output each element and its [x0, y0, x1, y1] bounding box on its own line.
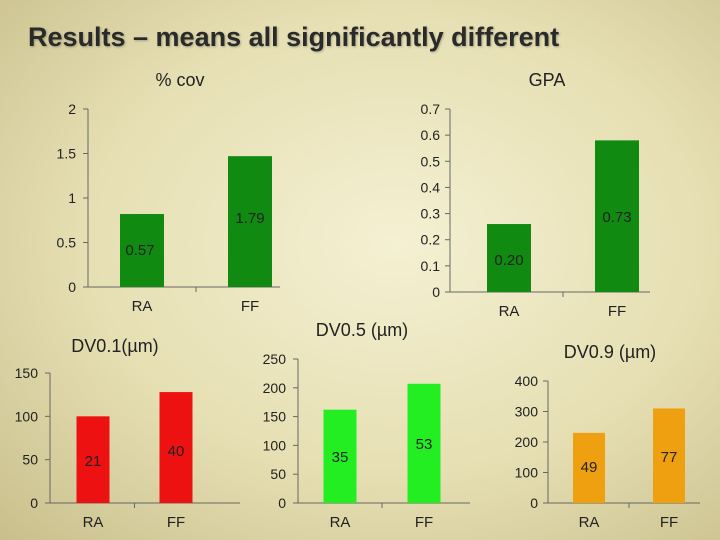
- y-tick-label-dv01: 100: [15, 408, 39, 424]
- category-label-gpa: RA: [499, 303, 520, 320]
- y-tick-label-gpa: 0.7: [421, 101, 441, 117]
- bar-cov-ra: [120, 214, 164, 287]
- category-label-gpa: FF: [608, 303, 626, 320]
- chart-title-gpa: GPA: [529, 70, 566, 90]
- bar-cov-ff: [228, 156, 272, 287]
- data-label-dv01: 40: [168, 443, 185, 460]
- category-label-dv05: RA: [330, 514, 351, 531]
- y-tick-label-dv01: 0: [30, 495, 38, 511]
- bar-dv05-ff: [407, 383, 441, 503]
- bar-dv09-ra: [573, 432, 605, 503]
- category-label-dv09: FF: [660, 514, 678, 531]
- data-label-dv01: 21: [85, 453, 102, 470]
- chart-title-cov: % cov: [155, 70, 204, 90]
- bar-dv01-ra: [76, 416, 110, 503]
- category-label-dv01: FF: [167, 514, 185, 531]
- chart-title-dv05: DV0.5 (µm): [316, 320, 408, 340]
- category-label-dv09: RA: [579, 514, 600, 531]
- y-tick-label-gpa: 0.1: [421, 258, 441, 274]
- data-label-cov: 0.57: [125, 242, 154, 259]
- y-tick-label-dv05: 0: [278, 495, 286, 511]
- y-tick-label-gpa: 0: [432, 284, 440, 300]
- y-tick-label-dv09: 0: [530, 495, 538, 511]
- data-label-gpa: 0.73: [602, 209, 631, 226]
- y-tick-label-gpa: 0.2: [421, 232, 441, 248]
- y-tick-label-cov: 0: [68, 279, 76, 295]
- category-label-cov: FF: [241, 298, 259, 315]
- y-tick-label-dv05: 250: [263, 351, 287, 367]
- y-tick-label-cov: 1.5: [57, 146, 77, 162]
- y-tick-label-gpa: 0.3: [421, 206, 441, 222]
- chart-title-dv09: DV0.9 (µm): [564, 342, 656, 362]
- data-label-dv05: 53: [416, 436, 433, 453]
- y-tick-label-dv01: 50: [22, 452, 38, 468]
- y-tick-label-gpa: 0.4: [421, 179, 441, 195]
- y-tick-label-dv09: 300: [515, 404, 539, 420]
- y-tick-label-cov: 2: [68, 101, 76, 117]
- bar-dv05-ra: [323, 409, 357, 503]
- category-label-dv01: RA: [83, 514, 104, 531]
- data-label-gpa: 0.20: [494, 252, 523, 269]
- bar-gpa-ra: [487, 224, 531, 292]
- y-tick-label-dv09: 400: [515, 373, 539, 389]
- data-label-dv09: 77: [661, 449, 678, 466]
- chart-title-dv01: DV0.1(µm): [71, 336, 158, 356]
- y-tick-label-dv05: 100: [263, 437, 287, 453]
- bar-gpa-ff: [595, 140, 639, 292]
- y-tick-label-gpa: 0.6: [421, 127, 441, 143]
- y-tick-label-dv05: 150: [263, 409, 287, 425]
- category-label-dv05: FF: [415, 514, 433, 531]
- y-tick-label-dv05: 200: [263, 380, 287, 396]
- y-tick-label-dv09: 200: [515, 434, 539, 450]
- bar-dv09-ff: [653, 408, 685, 503]
- y-tick-label-dv01: 150: [15, 365, 39, 381]
- data-label-dv09: 49: [581, 459, 598, 476]
- data-label-dv05: 35: [332, 449, 349, 466]
- y-tick-label-gpa: 0.5: [421, 153, 441, 169]
- bar-dv01-ff: [159, 392, 193, 503]
- y-tick-label-cov: 1: [68, 190, 76, 206]
- slide-title: Results – means all significantly differ…: [28, 22, 560, 52]
- data-label-cov: 1.79: [235, 210, 264, 227]
- y-tick-label-cov: 0.5: [57, 235, 77, 251]
- y-tick-label-dv05: 50: [270, 466, 286, 482]
- category-label-cov: RA: [132, 298, 153, 315]
- y-tick-label-dv09: 100: [515, 465, 539, 481]
